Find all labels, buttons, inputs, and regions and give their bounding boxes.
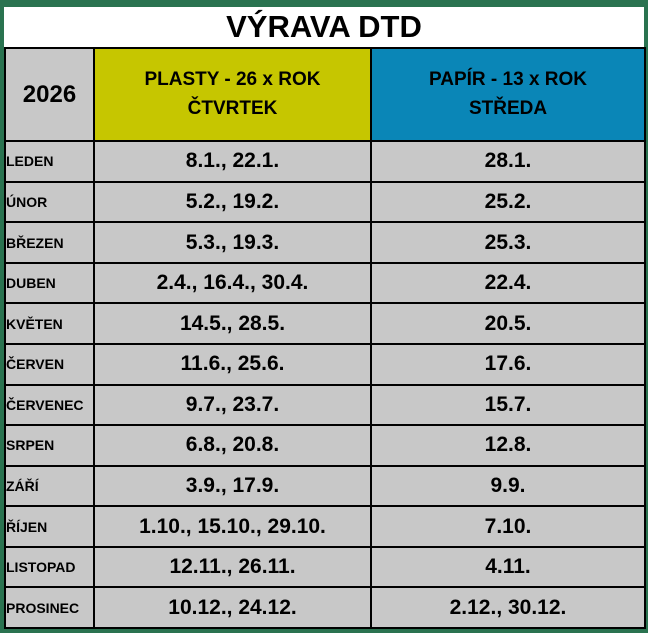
page-title: VÝRAVA DTD bbox=[226, 9, 422, 44]
paper-dates: 2.12., 30.12. bbox=[370, 586, 646, 629]
header-row: 2026 PLASTY - 26 x ROK ČTVRTEK PAPÍR - 1… bbox=[4, 46, 646, 143]
plastics-dates: 5.2., 19.2. bbox=[93, 180, 372, 224]
table-row: SRPEN 6.8., 20.8. 12.8. bbox=[4, 424, 646, 467]
month-label: ČERVENEC bbox=[4, 383, 95, 427]
paper-header-line2: STŘEDA bbox=[468, 97, 548, 119]
month-label: ČERVEN bbox=[4, 342, 95, 386]
title-band: VÝRAVA DTD bbox=[4, 7, 644, 47]
table-row: ZÁŘÍ 3.9., 17.9. 9.9. bbox=[4, 464, 646, 508]
calendar-sheet: VÝRAVA DTD 2026 PLASTY - 26 x ROK ČTVRTE… bbox=[4, 7, 646, 629]
plastics-dates: 6.8., 20.8. bbox=[93, 424, 372, 467]
year-cell: 2026 bbox=[4, 46, 95, 143]
table-row: ČERVEN 11.6., 25.6. 17.6. bbox=[4, 342, 646, 386]
table-row: ČERVENEC 9.7., 23.7. 15.7. bbox=[4, 383, 646, 427]
plastics-dates: 5.3., 19.3. bbox=[93, 221, 372, 264]
plastics-dates: 11.6., 25.6. bbox=[93, 342, 372, 386]
month-label: ŘÍJEN bbox=[4, 505, 95, 548]
plastics-dates: 9.7., 23.7. bbox=[93, 383, 372, 427]
month-label: ZÁŘÍ bbox=[4, 464, 95, 508]
paper-header-line1: PAPÍR - 13 x ROK bbox=[428, 68, 588, 90]
plastics-dates: 10.12., 24.12. bbox=[93, 586, 372, 629]
month-label: SRPEN bbox=[4, 424, 95, 467]
plastics-header-line1: PLASTY - 26 x ROK bbox=[144, 68, 321, 90]
paper-dates: 12.8. bbox=[370, 424, 646, 467]
paper-dates: 20.5. bbox=[370, 302, 646, 345]
paper-dates: 17.6. bbox=[370, 342, 646, 386]
month-label: KVĚTEN bbox=[4, 302, 95, 345]
plastics-dates: 12.11., 26.11. bbox=[93, 545, 372, 589]
table-row: PROSINEC 10.12., 24.12. 2.12., 30.12. bbox=[4, 586, 646, 629]
paper-dates: 9.9. bbox=[370, 464, 646, 508]
table-row: KVĚTEN 14.5., 28.5. 20.5. bbox=[4, 302, 646, 345]
table-row: BŘEZEN 5.3., 19.3. 25.3. bbox=[4, 221, 646, 264]
paper-dates: 7.10. bbox=[370, 505, 646, 548]
paper-column-header: PAPÍR - 13 x ROK STŘEDA bbox=[370, 46, 646, 143]
plastics-column-header: PLASTY - 26 x ROK ČTVRTEK bbox=[93, 46, 372, 143]
month-label: PROSINEC bbox=[4, 586, 95, 629]
table-row: DUBEN 2.4., 16.4., 30.4. 22.4. bbox=[4, 261, 646, 305]
paper-dates: 25.3. bbox=[370, 221, 646, 264]
plastics-dates: 2.4., 16.4., 30.4. bbox=[93, 261, 372, 305]
month-label: DUBEN bbox=[4, 261, 95, 305]
month-label: ÚNOR bbox=[4, 180, 95, 224]
paper-dates: 25.2. bbox=[370, 180, 646, 224]
month-label: BŘEZEN bbox=[4, 221, 95, 264]
plastics-dates: 8.1., 22.1. bbox=[93, 140, 372, 183]
table-row: ŘÍJEN 1.10., 15.10., 29.10. 7.10. bbox=[4, 505, 646, 548]
month-label: LISTOPAD bbox=[4, 545, 95, 589]
plastics-dates: 1.10., 15.10., 29.10. bbox=[93, 505, 372, 548]
month-label: LEDEN bbox=[4, 140, 95, 183]
paper-dates: 22.4. bbox=[370, 261, 646, 305]
paper-dates: 28.1. bbox=[370, 140, 646, 183]
plastics-dates: 14.5., 28.5. bbox=[93, 302, 372, 345]
paper-dates: 4.11. bbox=[370, 545, 646, 589]
collection-calendar-table: 2026 PLASTY - 26 x ROK ČTVRTEK PAPÍR - 1… bbox=[4, 46, 646, 629]
plastics-header-line2: ČTVRTEK bbox=[187, 97, 278, 119]
table-row: LEDEN 8.1., 22.1. 28.1. bbox=[4, 140, 646, 183]
table-row: LISTOPAD 12.11., 26.11. 4.11. bbox=[4, 545, 646, 589]
plastics-dates: 3.9., 17.9. bbox=[93, 464, 372, 508]
paper-dates: 15.7. bbox=[370, 383, 646, 427]
table-row: ÚNOR 5.2., 19.2. 25.2. bbox=[4, 180, 646, 224]
